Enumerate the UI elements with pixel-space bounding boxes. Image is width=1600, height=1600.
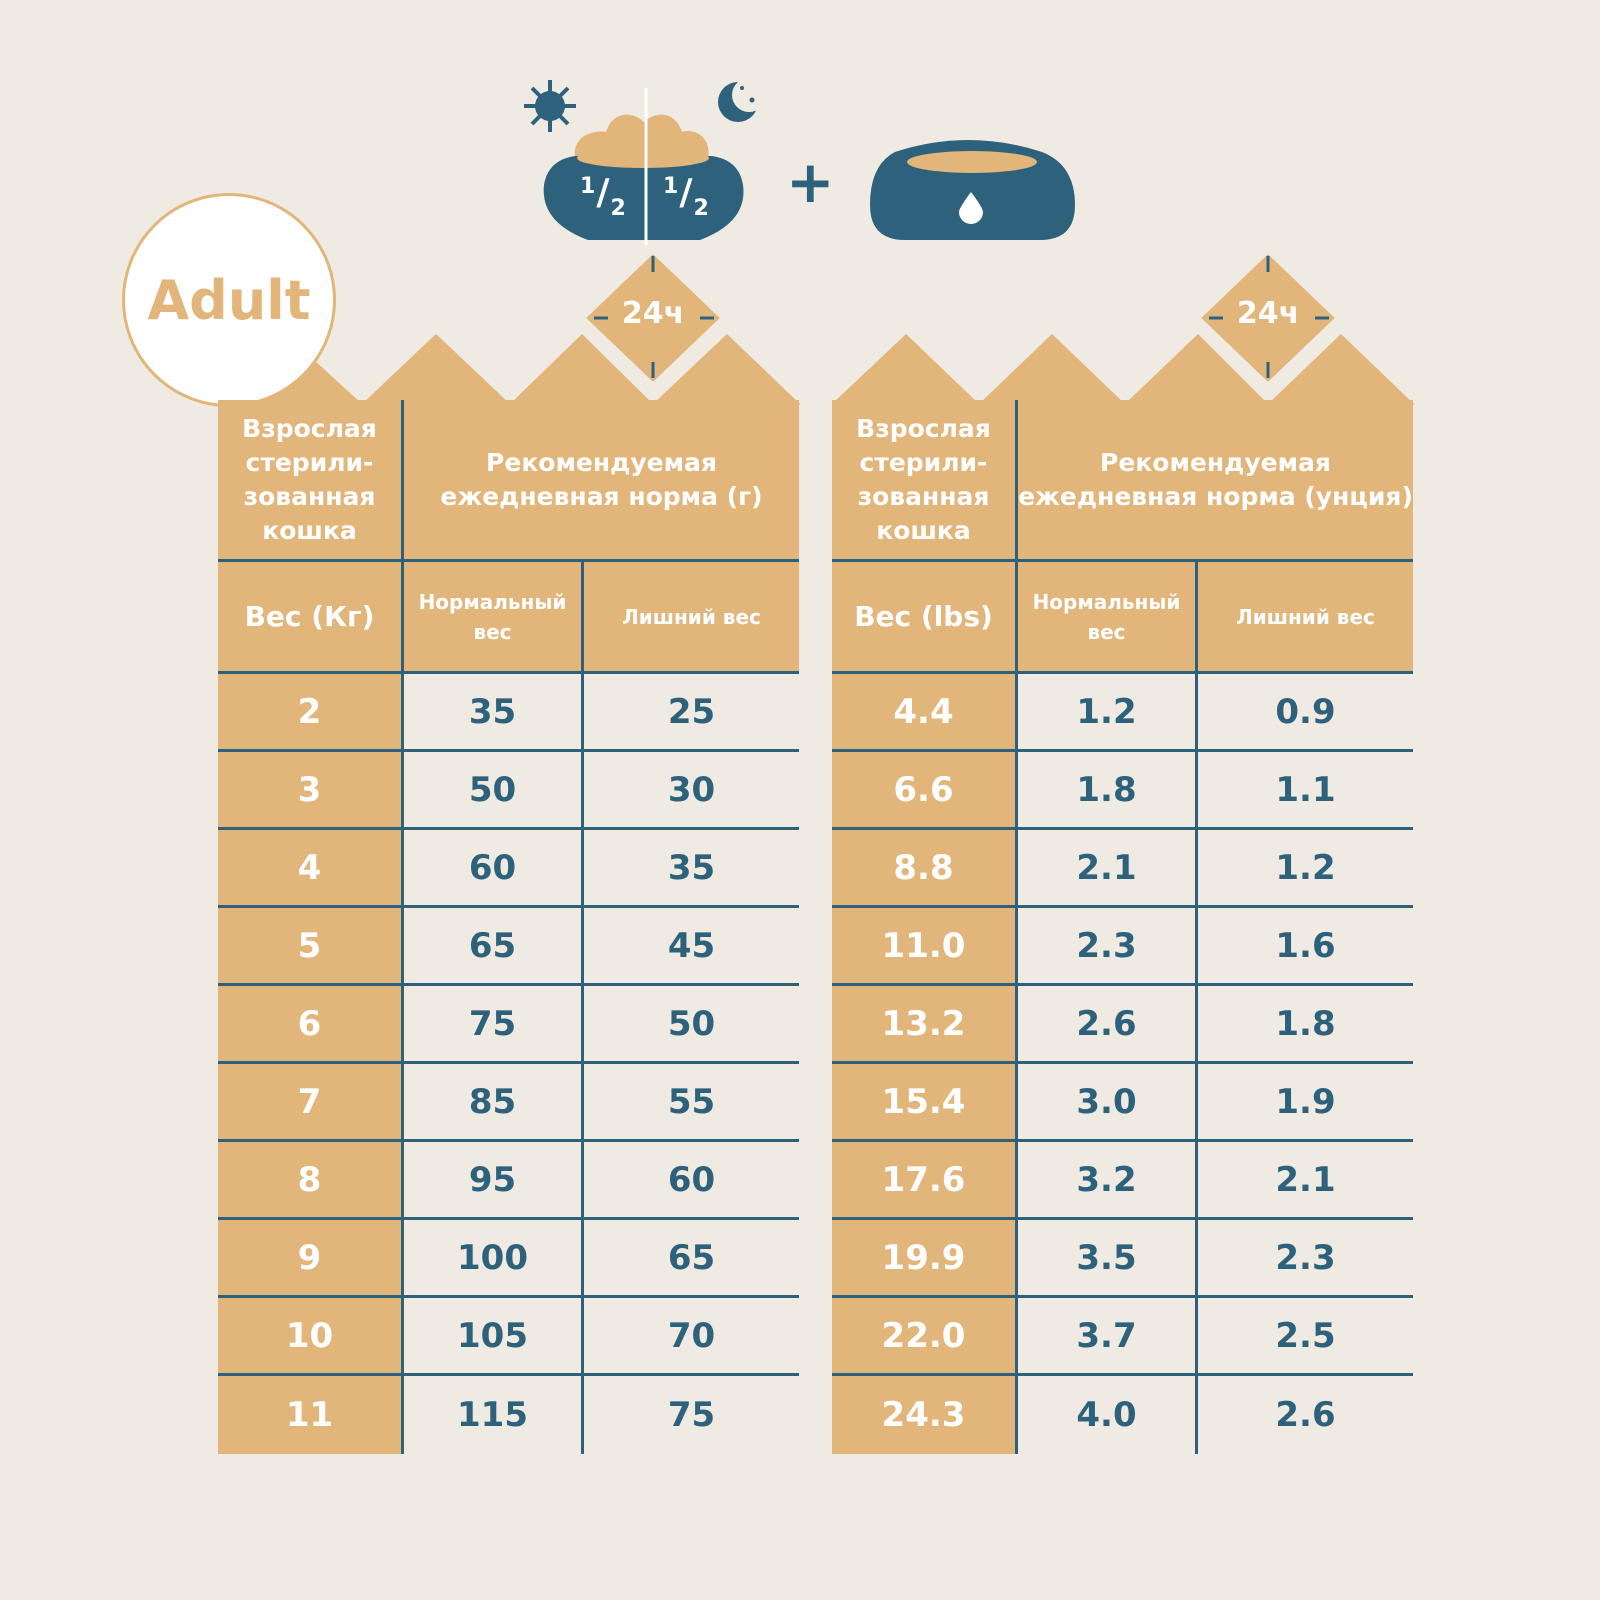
cell-normal-portion: 85 xyxy=(404,1064,584,1142)
cell-overweight-portion: 0.9 xyxy=(1198,674,1413,752)
cell-normal-portion: 115 xyxy=(404,1376,584,1454)
cell-normal-portion: 2.1 xyxy=(1018,830,1198,908)
header-cat-category: Взрослая стерили-зованная кошка xyxy=(218,400,404,562)
moon-icon xyxy=(718,78,766,122)
cell-weight: 17.6 xyxy=(832,1142,1018,1220)
roof-right xyxy=(832,334,1414,405)
adult-badge: Adult xyxy=(122,193,336,407)
header-daily-norm: Рекомендуемая ежедневная норма (г) xyxy=(404,400,799,562)
cell-weight: 6.6 xyxy=(832,752,1018,830)
cell-overweight-portion: 1.8 xyxy=(1198,986,1413,1064)
cell-overweight-portion: 45 xyxy=(584,908,799,986)
cell-weight: 4 xyxy=(218,830,404,908)
cell-overweight-portion: 25 xyxy=(584,674,799,752)
cell-normal-portion: 100 xyxy=(404,1220,584,1298)
cell-weight: 22.0 xyxy=(832,1298,1018,1376)
fraction-numerator: 1 xyxy=(580,174,596,199)
header-cat-category: Взрослая стерили-зованная кошка xyxy=(832,400,1018,562)
cell-overweight-portion: 2.6 xyxy=(1198,1376,1413,1454)
cell-normal-portion: 4.0 xyxy=(1018,1376,1198,1454)
feeding-table-ounces: Взрослая стерили-зованная кошка Рекоменду… xyxy=(832,400,1413,1454)
cell-normal-portion: 1.2 xyxy=(1018,674,1198,752)
cell-weight: 11 xyxy=(218,1376,404,1454)
cell-overweight-portion: 60 xyxy=(584,1142,799,1220)
cell-overweight-portion: 1.9 xyxy=(1198,1064,1413,1142)
col-header-normal-weight: Нормальный вес xyxy=(1018,562,1198,674)
cell-normal-portion: 95 xyxy=(404,1142,584,1220)
water-bowl-icon xyxy=(870,140,1075,240)
fraction-slash: / xyxy=(679,172,693,213)
cell-overweight-portion: 2.5 xyxy=(1198,1298,1413,1376)
col-header-overweight: Лишний вес xyxy=(1198,562,1413,674)
cell-weight: 7 xyxy=(218,1064,404,1142)
cell-weight: 15.4 xyxy=(832,1064,1018,1142)
cell-normal-portion: 75 xyxy=(404,986,584,1064)
cell-overweight-portion: 2.3 xyxy=(1198,1220,1413,1298)
diamond-24h-right xyxy=(1192,245,1344,391)
cell-overweight-portion: 2.1 xyxy=(1198,1142,1413,1220)
fraction-right: 1 / 2 xyxy=(663,172,709,221)
food-bowl-icon xyxy=(543,88,744,245)
cell-weight: 2 xyxy=(218,674,404,752)
header-daily-norm: Рекомендуемая ежедневная норма (унция) xyxy=(1018,400,1413,562)
cell-weight: 5 xyxy=(218,908,404,986)
cell-weight: 10 xyxy=(218,1298,404,1376)
cell-normal-portion: 3.5 xyxy=(1018,1220,1198,1298)
cell-overweight-portion: 70 xyxy=(584,1298,799,1376)
duration-label-right: 24ч xyxy=(1236,296,1300,331)
cell-normal-portion: 35 xyxy=(404,674,584,752)
plus-sign: + xyxy=(786,148,835,216)
fraction-slash: / xyxy=(596,172,610,213)
cell-overweight-portion: 35 xyxy=(584,830,799,908)
cell-weight: 8 xyxy=(218,1142,404,1220)
cell-weight: 19.9 xyxy=(832,1220,1018,1298)
cell-normal-portion: 3.2 xyxy=(1018,1142,1198,1220)
water-drop-icon xyxy=(959,192,983,224)
duration-label-left: 24ч xyxy=(621,296,685,331)
feeding-table-grams: Взрослая стерили-зованная кошка Рекоменду… xyxy=(218,400,799,1454)
cell-normal-portion: 3.7 xyxy=(1018,1298,1198,1376)
col-header-overweight: Лишний вес xyxy=(584,562,799,674)
cell-weight: 3 xyxy=(218,752,404,830)
cell-normal-portion: 50 xyxy=(404,752,584,830)
diamond-24h-left xyxy=(577,245,729,391)
col-header-weight: Вес (Кг) xyxy=(218,562,404,674)
cell-overweight-portion: 1.2 xyxy=(1198,830,1413,908)
fraction-numerator: 1 xyxy=(663,174,679,199)
cell-weight: 11.0 xyxy=(832,908,1018,986)
cell-normal-portion: 2.6 xyxy=(1018,986,1198,1064)
cell-weight: 24.3 xyxy=(832,1376,1018,1454)
cell-overweight-portion: 30 xyxy=(584,752,799,830)
col-header-weight: Вес (lbs) xyxy=(832,562,1018,674)
cell-normal-portion: 2.3 xyxy=(1018,908,1198,986)
cell-normal-portion: 65 xyxy=(404,908,584,986)
cell-normal-portion: 105 xyxy=(404,1298,584,1376)
sun-icon xyxy=(524,80,576,132)
cell-weight: 13.2 xyxy=(832,986,1018,1064)
cell-weight: 8.8 xyxy=(832,830,1018,908)
fraction-left: 1 / 2 xyxy=(580,172,626,221)
fraction-denominator: 2 xyxy=(693,196,709,221)
cell-overweight-portion: 1.6 xyxy=(1198,908,1413,986)
cell-overweight-portion: 55 xyxy=(584,1064,799,1142)
cell-normal-portion: 1.8 xyxy=(1018,752,1198,830)
cell-overweight-portion: 50 xyxy=(584,986,799,1064)
cell-overweight-portion: 1.1 xyxy=(1198,752,1413,830)
cell-weight: 4.4 xyxy=(832,674,1018,752)
col-header-normal-weight: Нормальный вес xyxy=(404,562,584,674)
cell-normal-portion: 60 xyxy=(404,830,584,908)
cell-normal-portion: 3.0 xyxy=(1018,1064,1198,1142)
cell-overweight-portion: 65 xyxy=(584,1220,799,1298)
cell-weight: 9 xyxy=(218,1220,404,1298)
fraction-denominator: 2 xyxy=(610,196,626,221)
cell-overweight-portion: 75 xyxy=(584,1376,799,1454)
cell-weight: 6 xyxy=(218,986,404,1064)
